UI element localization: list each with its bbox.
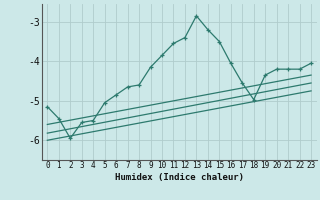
X-axis label: Humidex (Indice chaleur): Humidex (Indice chaleur) xyxy=(115,173,244,182)
